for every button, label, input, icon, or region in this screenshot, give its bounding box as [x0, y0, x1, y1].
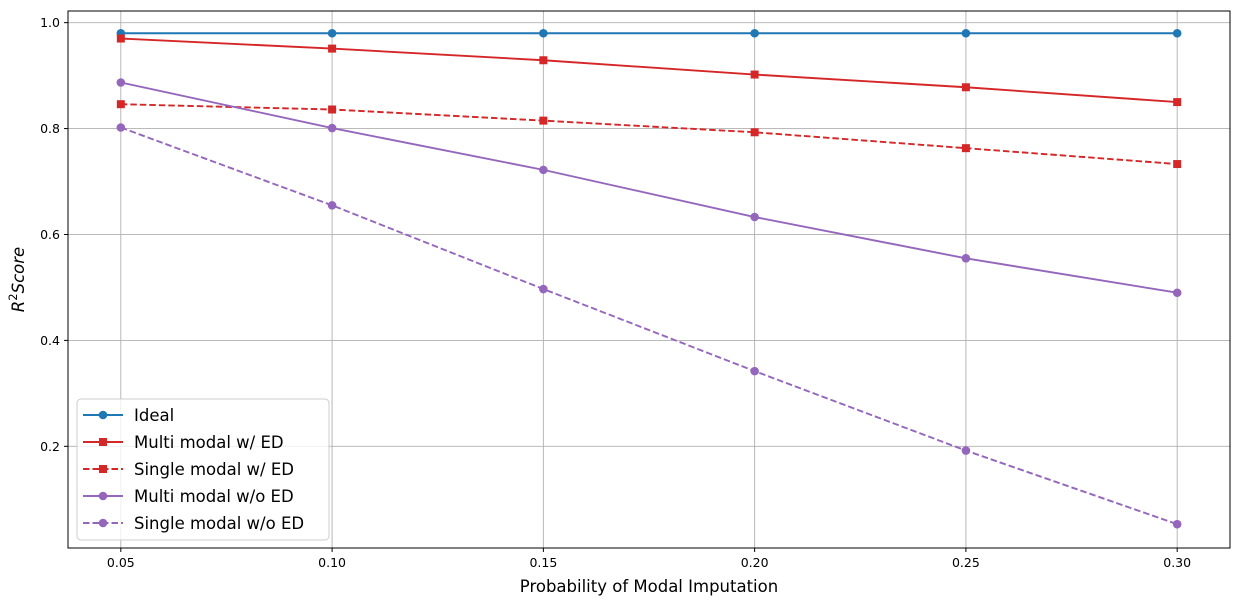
- data-series: [116, 28, 1182, 529]
- data-point: [961, 446, 971, 455]
- data-point: [961, 83, 970, 92]
- data-point: [328, 44, 337, 53]
- legend-entry: Ideal: [83, 406, 174, 425]
- legend-label: Ideal: [134, 406, 174, 425]
- data-point: [327, 123, 337, 133]
- data-point: [116, 34, 125, 43]
- data-point: [1172, 288, 1182, 298]
- gridlines: [68, 11, 1230, 548]
- data-point: [327, 28, 337, 38]
- data-point: [750, 212, 759, 222]
- series-line: [120, 126, 1178, 526]
- series-line: [120, 37, 1178, 104]
- x-tick-label: 0.15: [529, 555, 557, 570]
- data-point: [1173, 160, 1182, 169]
- x-tick-label: 0.05: [107, 555, 135, 570]
- x-tick-label: 0.30: [1163, 555, 1191, 570]
- legend-entry: Multi modal w/o ED: [83, 487, 294, 506]
- legend-label: Single modal w/o ED: [134, 514, 304, 533]
- data-point: [750, 366, 759, 376]
- data-point: [961, 144, 970, 153]
- x-tick-label: 0.10: [318, 555, 346, 570]
- y-tick-label: 0.6: [40, 227, 60, 242]
- data-point: [327, 201, 337, 210]
- data-point: [750, 28, 759, 38]
- legend-marker: [99, 465, 107, 473]
- data-point: [1172, 28, 1182, 38]
- y-axis-label-rest: Score: [9, 247, 28, 294]
- data-point: [116, 78, 126, 87]
- y-axis-label-base: R: [9, 301, 28, 312]
- series-line: [120, 81, 1178, 294]
- data-point: [961, 254, 971, 263]
- data-point: [750, 70, 759, 79]
- legend: Ideal Multi modal w/ ED Single modal w/ ED…: [76, 398, 330, 541]
- y-tick-label: 0.4: [40, 333, 60, 348]
- data-point: [539, 56, 548, 65]
- legend-marker: [98, 410, 108, 420]
- y-axis-label-superscript: 2: [6, 293, 20, 300]
- data-point: [116, 100, 125, 109]
- data-point: [961, 28, 971, 38]
- data-point: [116, 123, 126, 132]
- legend-label: Multi modal w/ ED: [134, 433, 284, 452]
- series-4: [116, 78, 1182, 298]
- data-point: [1173, 98, 1182, 107]
- legend-entry: Single modal w/ ED: [83, 460, 294, 479]
- legend-marker: [99, 438, 107, 446]
- legend-label: Single modal w/ ED: [134, 460, 294, 479]
- legend-entry: Multi modal w/ ED: [83, 433, 284, 452]
- legend-label: Multi modal w/o ED: [134, 487, 294, 506]
- y-axis-label: R2Score: [6, 247, 28, 312]
- plot-area-frame: [67, 10, 1231, 549]
- data-point: [750, 128, 759, 137]
- data-point: [539, 165, 548, 175]
- series-3: [116, 100, 1182, 169]
- legend-marker: [98, 518, 108, 528]
- x-axis-label: Probability of Modal Imputation: [520, 577, 778, 596]
- x-tick-label: 0.25: [952, 555, 980, 570]
- y-tick-label: 0.8: [40, 121, 60, 136]
- legend-entry: Single modal w/o ED: [83, 514, 304, 533]
- data-point: [328, 105, 337, 114]
- data-point: [1172, 519, 1182, 529]
- series-2: [116, 34, 1182, 107]
- series-5: [116, 123, 1182, 529]
- axis-ticks: 0.05 0.10 0.15 0.20 0.25 0.30 0.2 0.4 0.6 0.8 1.0: [40, 15, 1191, 570]
- data-point: [539, 284, 548, 294]
- legend-box: [76, 398, 330, 541]
- data-point: [539, 116, 548, 125]
- series-line: [120, 103, 1178, 165]
- legend-marker: [98, 491, 108, 501]
- y-tick-label: 0.2: [40, 439, 60, 454]
- data-point: [539, 28, 548, 38]
- x-tick-label: 0.20: [741, 555, 769, 570]
- y-tick-label: 1.0: [40, 15, 60, 30]
